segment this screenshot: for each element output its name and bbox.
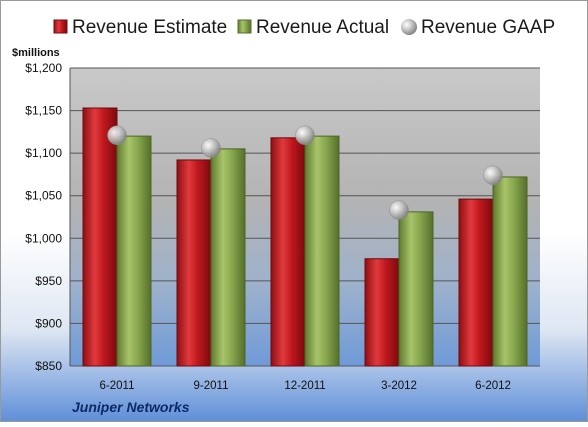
y-tick-label: $1,150 — [25, 104, 62, 118]
x-tick-label: 9-2011 — [194, 380, 229, 392]
x-tick-label: 12-2011 — [284, 380, 325, 392]
legend-swatch-revenue-gaap — [401, 19, 417, 35]
legend-label-revenue-gaap: Revenue GAAP — [421, 17, 555, 38]
y-tick-label: $900 — [35, 316, 62, 330]
y-axis-unit-label: $millions — [12, 47, 60, 59]
x-tick-label: 6-2012 — [475, 380, 511, 392]
y-tick-label: $1,200 — [25, 61, 62, 75]
legend-label-revenue-estimate: Revenue Estimate — [72, 17, 227, 38]
x-tick-label: 6-2011 — [100, 380, 135, 392]
bar-revenue-estimate — [82, 107, 118, 367]
marker-revenue-gaap — [107, 125, 127, 146]
y-tick-label: $950 — [35, 274, 62, 288]
legend-label-revenue-actual: Revenue Actual — [256, 17, 389, 38]
x-tick-label: 3-2012 — [381, 380, 417, 392]
legend-swatch-revenue-estimate — [53, 19, 68, 34]
bar-revenue-actual — [492, 176, 528, 367]
y-tick-label: $1,050 — [25, 189, 62, 203]
marker-revenue-gaap — [295, 125, 315, 146]
marker-revenue-gaap — [389, 200, 409, 220]
y-tick-label: $1,100 — [25, 146, 62, 160]
bar-revenue-actual — [210, 148, 246, 367]
y-tick-label: $850 — [35, 359, 62, 373]
bar-revenue-estimate — [364, 258, 400, 367]
bar-revenue-estimate — [176, 159, 212, 367]
y-tick-label: $1,000 — [25, 231, 62, 245]
bar-revenue-estimate — [458, 198, 494, 367]
legend: Revenue Estimate Revenue Actual Revenue … — [53, 17, 555, 38]
bar-revenue-actual — [304, 135, 340, 367]
y-tick-labels: $850 $900 $950 $1,000 $1,050 $1,100 $1,150 $1,2… — [25, 61, 62, 373]
bar-revenue-estimate — [270, 137, 306, 367]
bars — [82, 107, 528, 367]
bar-revenue-actual — [116, 135, 152, 367]
company-name: Juniper Networks — [72, 399, 190, 415]
bar-revenue-actual — [398, 211, 434, 367]
gaap-markers — [107, 125, 503, 220]
legend-swatch-revenue-actual — [237, 19, 252, 34]
marker-revenue-gaap — [483, 165, 503, 186]
marker-revenue-gaap — [201, 138, 221, 158]
x-tick-labels: 6-2011 9-2011 12-2011 3-2012 6-2012 — [100, 380, 511, 392]
